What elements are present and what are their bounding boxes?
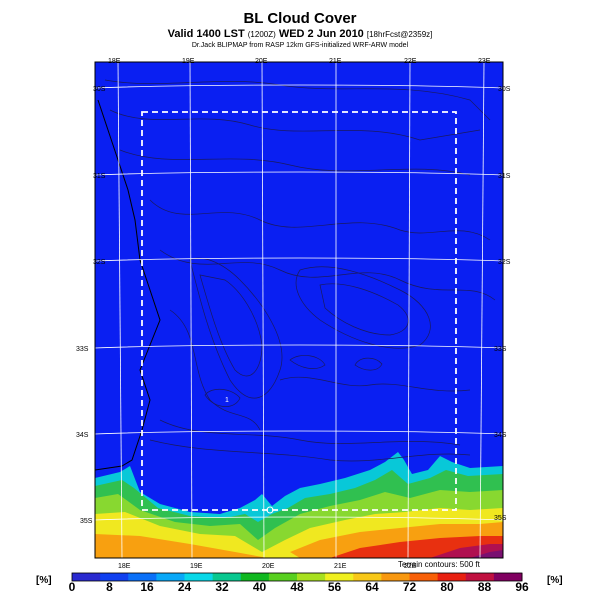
terrain-contour-note: Terrain contours: 500 ft xyxy=(398,560,480,569)
lon-labels-bottom: 18E 19E 20E 21E 22E xyxy=(118,563,417,570)
lon-label-bottom: 21E xyxy=(334,563,347,570)
lat-label-right: 33S xyxy=(494,346,507,353)
lon-label-bottom: 20E xyxy=(262,563,275,570)
forecast-info: [18hrFcst@2359z] xyxy=(366,30,433,39)
lat-label-right: 32S xyxy=(498,259,511,266)
lon-label-top: 23E xyxy=(478,58,491,65)
lon-label-top: 22E xyxy=(404,58,417,65)
map-credit: Dr.Jack BLIPMAP from RASP 12km GFS-initi… xyxy=(191,42,409,49)
lon-label-top: 21E xyxy=(329,58,342,65)
terrain-contours xyxy=(104,79,496,462)
colorbar-unit-left: [%] xyxy=(36,575,52,586)
site-marker xyxy=(266,506,274,514)
lon-labels-top: 18E 19E 20E 21E 22E 23E xyxy=(108,58,491,65)
lat-label-left: 35S xyxy=(80,518,93,525)
cloud-band-purple xyxy=(470,550,503,558)
lon-label-bottom: 19E xyxy=(190,563,203,570)
lat-labels-left: 30S 31S 32S 33S 34S 35S xyxy=(76,86,106,525)
map-title: BL Cloud Cover xyxy=(243,10,357,27)
lon-label-top: 20E xyxy=(255,58,268,65)
marker-label: 1 xyxy=(225,397,229,404)
lat-label-left: 31S xyxy=(93,173,106,180)
valid-date: WED 2 Jun 2010 xyxy=(278,28,364,40)
lat-label-right: 34S xyxy=(494,432,507,439)
lat-label-left: 34S xyxy=(76,432,89,439)
lat-label-right: 30S xyxy=(498,86,511,93)
lon-label-top: 18E xyxy=(108,58,121,65)
coastline xyxy=(95,99,161,471)
lat-label-right: 31S xyxy=(498,173,511,180)
map-frame xyxy=(94,61,504,559)
lon-label-top: 19E xyxy=(182,58,195,65)
lon-label-bottom: 18E xyxy=(118,563,131,570)
valid-time-utc: (1200Z) xyxy=(247,30,276,39)
lat-label-left: 32S xyxy=(93,259,106,266)
colorbar-unit-right: [%] xyxy=(547,575,563,586)
lat-label-left: 30S xyxy=(93,86,106,93)
lat-label-left: 33S xyxy=(76,346,89,353)
valid-time: Valid 1400 LST xyxy=(167,28,245,40)
lon-label-bottom: 22E xyxy=(404,563,417,570)
map-subtitle: Valid 1400 LST (1200Z) WED 2 Jun 2010 [1… xyxy=(0,28,600,40)
inner-domain-box xyxy=(141,111,457,511)
lat-labels-right: 30S 31S 32S 33S 34S 35S xyxy=(494,86,511,522)
lat-label-right: 35S xyxy=(494,515,507,522)
